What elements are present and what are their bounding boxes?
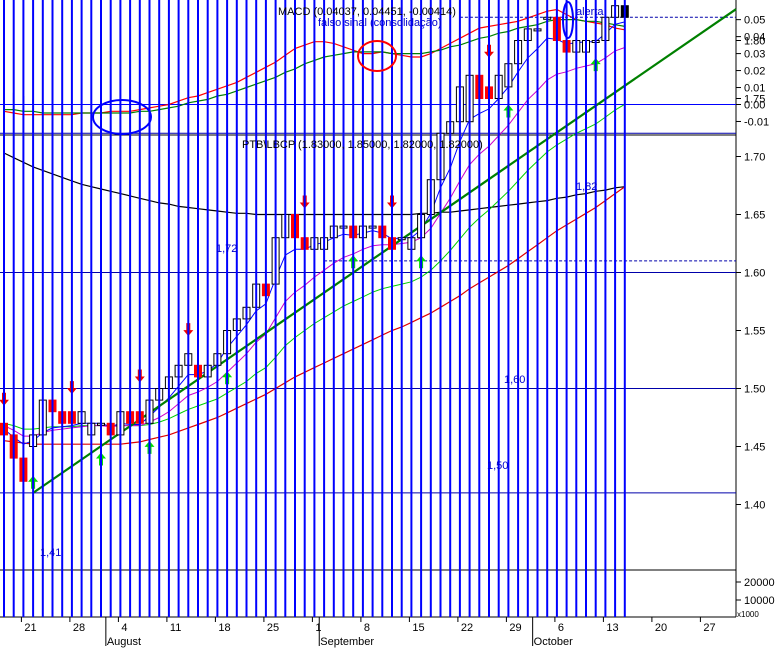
x-day-label: 6	[558, 622, 564, 634]
consolidation-annotation: falso sinal (consolidação)	[318, 17, 442, 29]
x-day-label: 15	[412, 622, 424, 634]
macd-y-tick: 0.00	[744, 100, 765, 112]
price-y-tick: 1.50	[744, 384, 765, 396]
level-label-150: 1,50	[487, 460, 508, 472]
level-label-160: 1,60	[504, 374, 525, 386]
level-label-141: 1,41	[40, 547, 61, 559]
macd-y-tick: 0.05	[744, 15, 765, 27]
x-day-label: 11	[170, 622, 181, 634]
volume-y-tick: 20000	[744, 577, 775, 589]
price-y-tick: 1.80	[744, 36, 765, 48]
axes: 0.050.040.030.020.010.00-0.011.851.801.7…	[20, 15, 775, 648]
price-y-tick: 1.60	[744, 268, 765, 280]
x-day-label: 29	[509, 622, 521, 634]
level-label-182: 1,82	[576, 181, 597, 193]
x-day-label: 8	[364, 622, 370, 634]
x-day-label: 22	[461, 622, 473, 634]
price-y-tick: 1.70	[744, 152, 765, 164]
price-y-tick: 1.65	[744, 210, 765, 222]
x-day-label: 20	[655, 622, 667, 634]
volume-scale-label: x1000	[737, 610, 759, 619]
x-day-label: 25	[267, 622, 279, 634]
price-panel-title: PTB\LBCP (1.83000, 1.85000, 1.82000, 1.8…	[242, 139, 483, 151]
x-day-label: 4	[121, 622, 127, 634]
x-day-label: 21	[24, 622, 36, 634]
blue-oval-crossover	[92, 99, 152, 135]
x-day-label: 28	[73, 622, 85, 634]
level-label-172: 1,72	[216, 243, 237, 255]
x-month-label: September	[320, 636, 374, 648]
x-day-label: 1	[315, 622, 321, 634]
red-oval-false-signal	[357, 40, 397, 72]
macd-y-tick: 0.02	[744, 66, 765, 78]
price-y-tick: 1.45	[744, 442, 765, 454]
x-day-label: 18	[218, 622, 230, 634]
price-y-tick: 1.55	[744, 326, 765, 338]
macd-y-tick: 0.01	[744, 83, 765, 95]
volume-panel	[3, 0, 626, 617]
x-day-label: 13	[606, 622, 618, 634]
macd-y-tick: -0.01	[744, 116, 769, 128]
volume-y-tick: 10000	[744, 595, 775, 607]
x-month-label: August	[107, 636, 141, 648]
macd-panel-title: MACD (0.04037, 0.04451, -0.00414)	[278, 6, 456, 18]
alert-annotation: alerta	[576, 6, 604, 18]
macd-y-tick: 0.03	[744, 49, 765, 61]
x-day-label: 27	[703, 622, 715, 634]
x-month-label: October	[534, 636, 573, 648]
blue-oval-alert	[562, 1, 574, 39]
price-y-tick: 1.40	[744, 500, 765, 512]
price-y-tick: 1.75	[744, 94, 765, 106]
macd-y-tick: 0.04	[744, 32, 765, 44]
